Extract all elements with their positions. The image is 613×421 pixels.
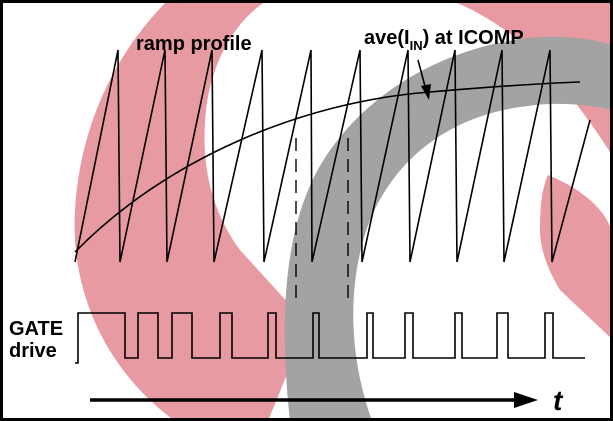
ramp-sawtooth-trace <box>74 49 591 263</box>
ave-label-suffix: ) at ICOMP <box>423 27 524 49</box>
ave-label-prefix: ave(I <box>364 27 410 49</box>
timing-markers <box>295 138 349 305</box>
ave-current-label: ave(IIN) at ICOMP <box>364 27 524 53</box>
time-axis-arrow <box>90 392 538 408</box>
ramp-profile-label: ramp profile <box>136 33 252 55</box>
average-current-curve <box>74 81 581 253</box>
ramp-profile-waveform <box>74 49 591 263</box>
gate-drive-waveform <box>75 312 585 364</box>
ave-label-arrow <box>417 59 431 100</box>
gate-drive-label-line2: drive <box>9 340 57 362</box>
time-axis-label: t <box>553 385 564 416</box>
watermark-pink-right-shape <box>540 175 613 340</box>
watermark-pink-swoosh <box>74 0 305 421</box>
ave-label-subscript: IN <box>410 38 423 53</box>
gate-drive-label-line1: GATE <box>9 318 63 340</box>
watermark-gray-arc <box>284 36 613 421</box>
